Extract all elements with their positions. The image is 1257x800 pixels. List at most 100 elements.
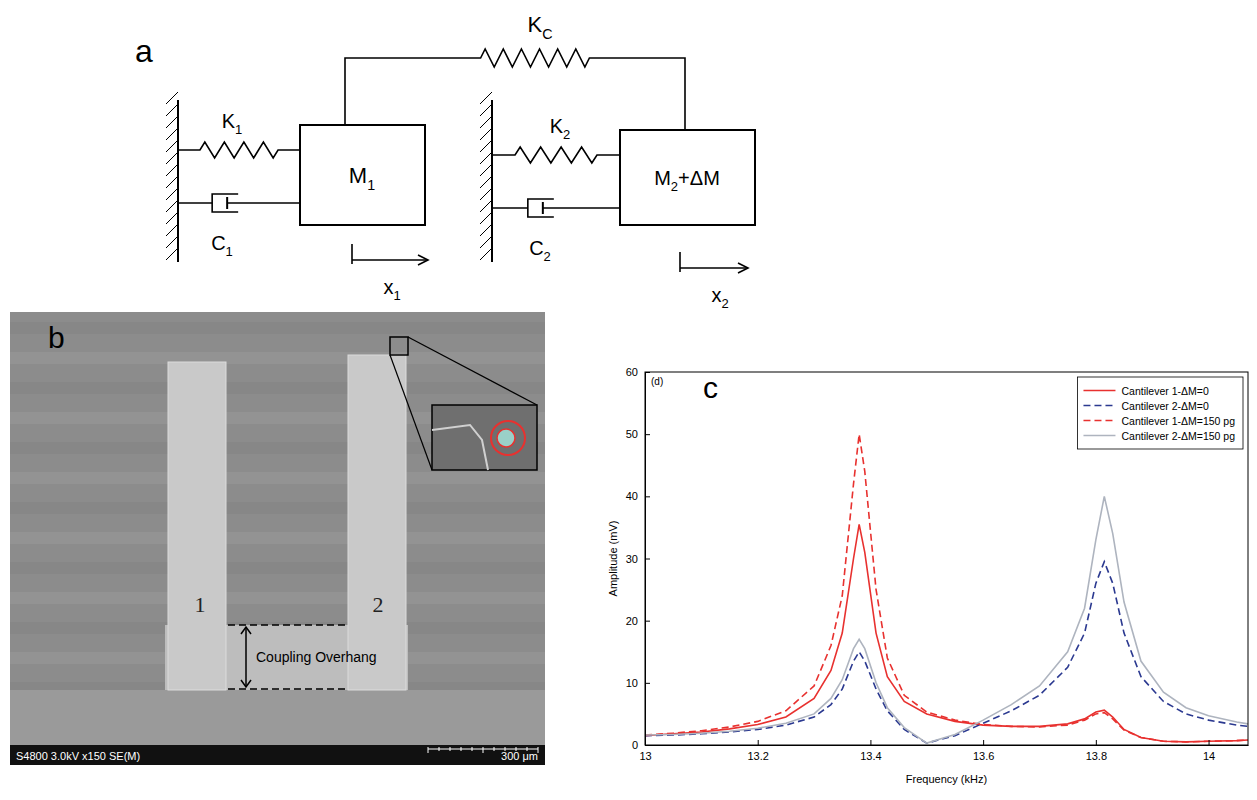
displacement-arrow-1 [352,244,428,265]
wall-2-hatch [480,236,492,248]
x-tick: 13.4 [860,740,881,762]
x-axis: 1313.213.413.613.814 [639,740,1248,762]
wall-1-hatch [166,236,178,248]
wall-2-hatch [480,92,492,104]
x-tick-label: 14 [1203,750,1215,762]
dimension-arrow [245,628,247,686]
scale-tick [516,747,517,751]
y-tick-label: 40 [626,490,638,502]
panel-a: aKCK1M1C1x1K2M2+ΔMC2x2 [135,12,755,311]
legend-swatch [1083,390,1115,392]
x-tick: 14 [1203,740,1215,762]
legend-swatch [1083,405,1115,407]
wall-2-hatch [480,140,492,152]
wall-2-hatch [480,212,492,224]
wall-1-hatch [166,200,178,212]
wall-1 [166,92,178,262]
y-tick-label: 60 [626,366,638,378]
x-axis-line [646,745,1249,746]
inset-edge [432,425,488,470]
scale-tick [505,747,506,751]
wall-2-hatch [480,248,492,260]
y-tick: 20 [626,615,650,627]
scale-tick [483,747,484,753]
y-tick-mark [645,621,650,622]
label-k1: K1 [222,110,243,137]
label-x1: x1 [383,276,400,303]
label-k1-sub: 1 [235,122,242,137]
wall-2-line [491,100,493,262]
wall-2-hatch [480,200,492,212]
label-kc-sub: C [542,26,552,42]
scale-tick [428,747,429,753]
x-axis-title: Frequency (kHz) [906,773,987,785]
wall-2-hatch [480,164,492,176]
scale-tick [494,747,495,751]
plot-frame [645,372,1248,745]
inset-circle [497,429,515,447]
label-c1-sub: 1 [226,244,233,259]
dimension-arrowhead [241,627,251,687]
displacement-arrow-2 [680,252,748,273]
series-line [645,434,1248,742]
x-tick-mark [983,740,984,745]
y-tick: 60 [626,366,650,378]
y-tick-mark [645,496,650,497]
displacement-arrow-1-origin [351,244,353,264]
coupling-connector [620,58,685,130]
legend-label: Cantilever 1-ΔM=150 pg [1121,415,1235,427]
x-tick-mark [1096,740,1097,745]
label-c1-base: C [211,232,225,254]
y-tick: 40 [626,490,650,502]
legend-swatch [1083,420,1115,422]
sem-cantilever-1 [168,362,226,690]
wall-2-hatch [480,116,492,128]
wall-1-hatch [166,104,178,116]
mass-1-box [300,125,425,225]
series-line [645,524,1248,742]
wall-1-hatch [166,128,178,140]
label-m2-sub: 2 [671,179,678,194]
wall-1-hatch [166,188,178,200]
damper-1-rod [178,202,212,204]
displacement-arrow-1-head [418,255,428,265]
y-tick-mark [645,683,650,684]
sem-cantilever-2 [348,355,406,690]
wall-1-hatch [166,164,178,176]
wall-1-hatch [166,248,178,260]
label-kc: KC [527,12,552,42]
sem-substrate [10,690,545,745]
damper-2 [492,199,620,217]
y-tick: 30 [626,553,650,565]
annotation: (d) [651,376,663,387]
inset-marker [390,337,408,355]
sem-texture [10,352,545,364]
scale-tick [538,747,539,753]
x-tick-mark [758,740,759,745]
x-tick: 13.2 [747,740,768,762]
displacement-arrow-2-head [738,263,748,273]
wall-1-line [177,100,179,262]
label-x1-sub: 1 [393,288,400,303]
damper-2-rod [492,207,528,209]
y-axis: 0102030405060 [626,366,650,751]
wall-1-hatch [166,152,178,164]
wall-1-hatch [166,212,178,224]
label-x2-base: x [711,284,721,306]
label-k2: K2 [550,115,571,142]
x-tick-label: 13 [639,750,651,762]
panel-c: 1313.213.413.613.8140102030405060Frequen… [607,366,1249,785]
wall-2-hatch [480,224,492,236]
info-bar [10,745,545,765]
label-kc-base: K [527,12,542,37]
y-tick-mark [645,745,650,746]
mass-2-box [620,130,755,225]
sem-texture [10,472,545,484]
label-m2-base: M [654,167,671,189]
wall-2 [480,92,492,262]
label-k1-base: K [222,110,236,132]
wall-1-hatch [166,176,178,188]
x-tick-mark [870,740,871,745]
scale-tick [461,747,462,751]
x-tick: 13.6 [973,740,994,762]
